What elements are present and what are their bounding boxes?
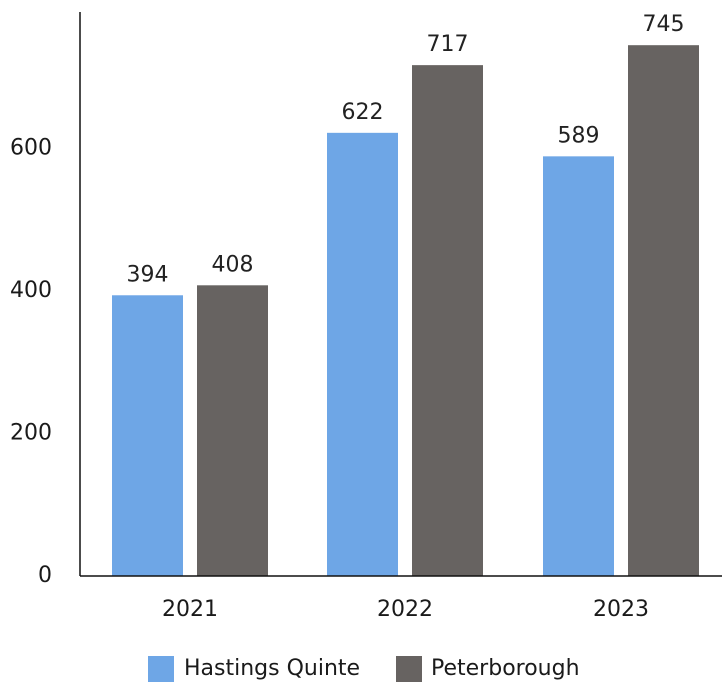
bar-peterborough-2022 <box>412 65 483 576</box>
x-tick-label: 2021 <box>162 597 218 622</box>
y-tick-label: 400 <box>10 278 52 303</box>
x-axis-labels: 2021 2022 2023 <box>162 597 649 622</box>
data-label: 589 <box>558 123 600 148</box>
y-axis-ticks: 0 200 400 600 <box>10 136 52 589</box>
y-tick-label: 200 <box>10 421 52 446</box>
y-tick-label: 600 <box>10 136 52 161</box>
bars-group <box>112 45 699 576</box>
data-labels-group: 394 408 622 717 589 745 <box>127 12 685 287</box>
data-label: 622 <box>342 100 384 125</box>
legend: Hastings Quinte Peterborough <box>148 656 580 682</box>
data-label: 717 <box>427 32 469 57</box>
x-tick-label: 2023 <box>593 597 649 622</box>
bar-hastings-quinte-2023 <box>543 156 614 576</box>
bar-hastings-quinte-2021 <box>112 295 183 576</box>
x-tick-label: 2022 <box>377 597 433 622</box>
data-label: 394 <box>127 262 169 287</box>
legend-label-hastings-quinte: Hastings Quinte <box>184 656 360 681</box>
bar-peterborough-2023 <box>628 45 699 576</box>
legend-label-peterborough: Peterborough <box>431 656 580 681</box>
data-label: 408 <box>212 252 254 277</box>
bar-hastings-quinte-2022 <box>327 132 398 576</box>
data-label: 745 <box>643 12 685 37</box>
y-tick-label: 0 <box>38 563 52 588</box>
legend-swatch-peterborough <box>396 656 422 682</box>
bar-peterborough-2021 <box>197 285 268 576</box>
legend-swatch-hastings-quinte <box>148 656 174 682</box>
